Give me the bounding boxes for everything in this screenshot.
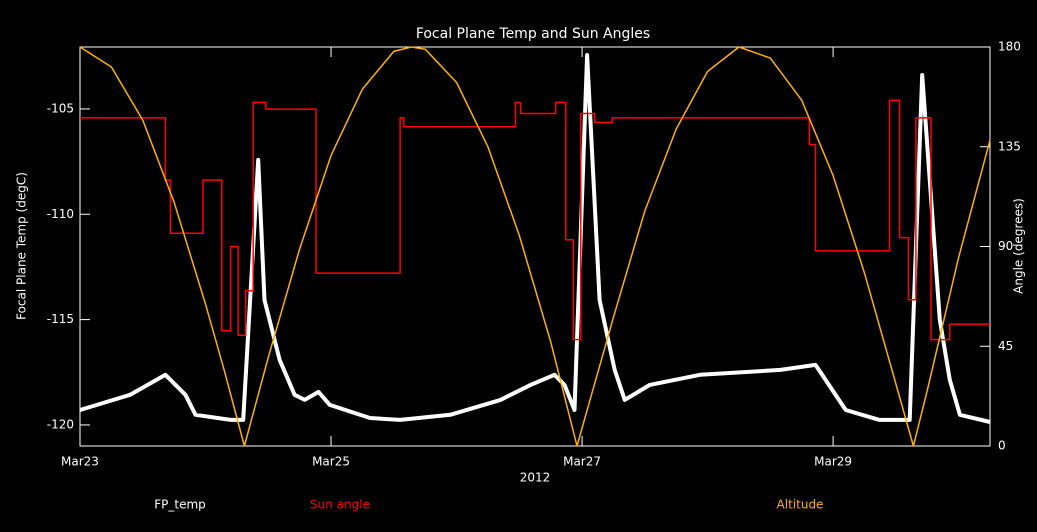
y-tick-label: -115 (47, 312, 74, 326)
x-axis-label: 2012 (520, 471, 551, 485)
y2-tick-label: 45 (998, 339, 1013, 353)
legend-label: FP_temp (154, 498, 206, 512)
y-tick-label: -110 (47, 207, 74, 221)
y-tick-label: -105 (47, 101, 74, 115)
x-tick-label: Mar23 (61, 455, 99, 469)
y-tick-label: -120 (47, 417, 74, 431)
y2-tick-label: 90 (998, 239, 1013, 253)
series-line (79, 53, 991, 424)
plot-frame (79, 46, 991, 447)
x-tick-label: Mar27 (563, 455, 601, 469)
y2-tick-label: 0 (998, 439, 1006, 453)
x-tick-label: Mar29 (814, 455, 852, 469)
series-line (79, 46, 991, 447)
legend-label: Sun angle (310, 498, 370, 512)
chart-title: Focal Plane Temp and Sun Angles (416, 26, 650, 42)
y2-tick-label: 180 (998, 40, 1021, 54)
series-line (80, 99, 990, 341)
x-tick-label: Mar25 (312, 455, 350, 469)
y2-axis-label: Angle (degrees) (1012, 198, 1026, 294)
y2-tick-label: 135 (998, 139, 1021, 153)
legend-label: Altitude (777, 498, 824, 512)
y-axis-label: Focal Plane Temp (degC) (15, 172, 29, 320)
